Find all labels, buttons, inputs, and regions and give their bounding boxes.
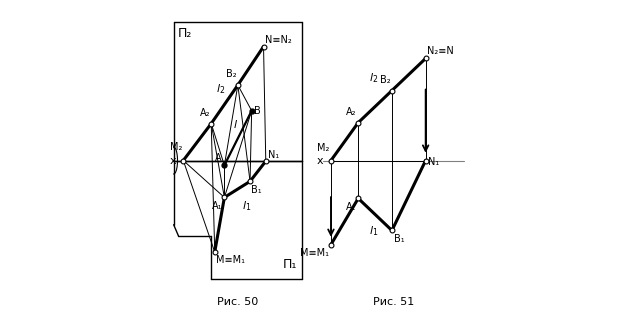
Text: $l$: $l$ [233,118,238,130]
Text: M≡M₁: M≡M₁ [216,255,246,265]
Text: A₁: A₁ [346,202,356,212]
Text: M₂: M₂ [170,143,182,152]
Text: N≡N₂: N≡N₂ [265,35,292,45]
Text: $l_2$: $l_2$ [369,71,379,85]
Text: Рис. 50: Рис. 50 [217,297,258,307]
Text: A₂: A₂ [346,107,356,117]
Text: N₁: N₁ [427,157,439,167]
Text: $l_2$: $l_2$ [216,82,225,96]
Text: $l_1$: $l_1$ [369,224,379,238]
Text: N₁: N₁ [268,150,279,160]
Text: A₁: A₁ [212,201,222,211]
Text: B₁: B₁ [394,234,404,244]
Text: $l_1$: $l_1$ [242,200,251,213]
Text: N₂≡N: N₂≡N [427,46,454,56]
Text: x: x [170,156,176,166]
Text: П₁: П₁ [283,258,297,271]
Text: M₂: M₂ [317,143,329,153]
Text: A₂: A₂ [199,108,210,118]
Text: Рис. 51: Рис. 51 [373,297,414,307]
Text: B₂: B₂ [225,69,236,79]
Text: M≡M₁: M≡M₁ [300,248,329,258]
Text: П₂: П₂ [178,27,192,40]
Text: x: x [317,156,323,166]
Text: B₁: B₁ [251,185,262,195]
Text: A: A [215,153,222,163]
Text: B: B [254,106,261,116]
Text: B₂: B₂ [380,75,391,85]
